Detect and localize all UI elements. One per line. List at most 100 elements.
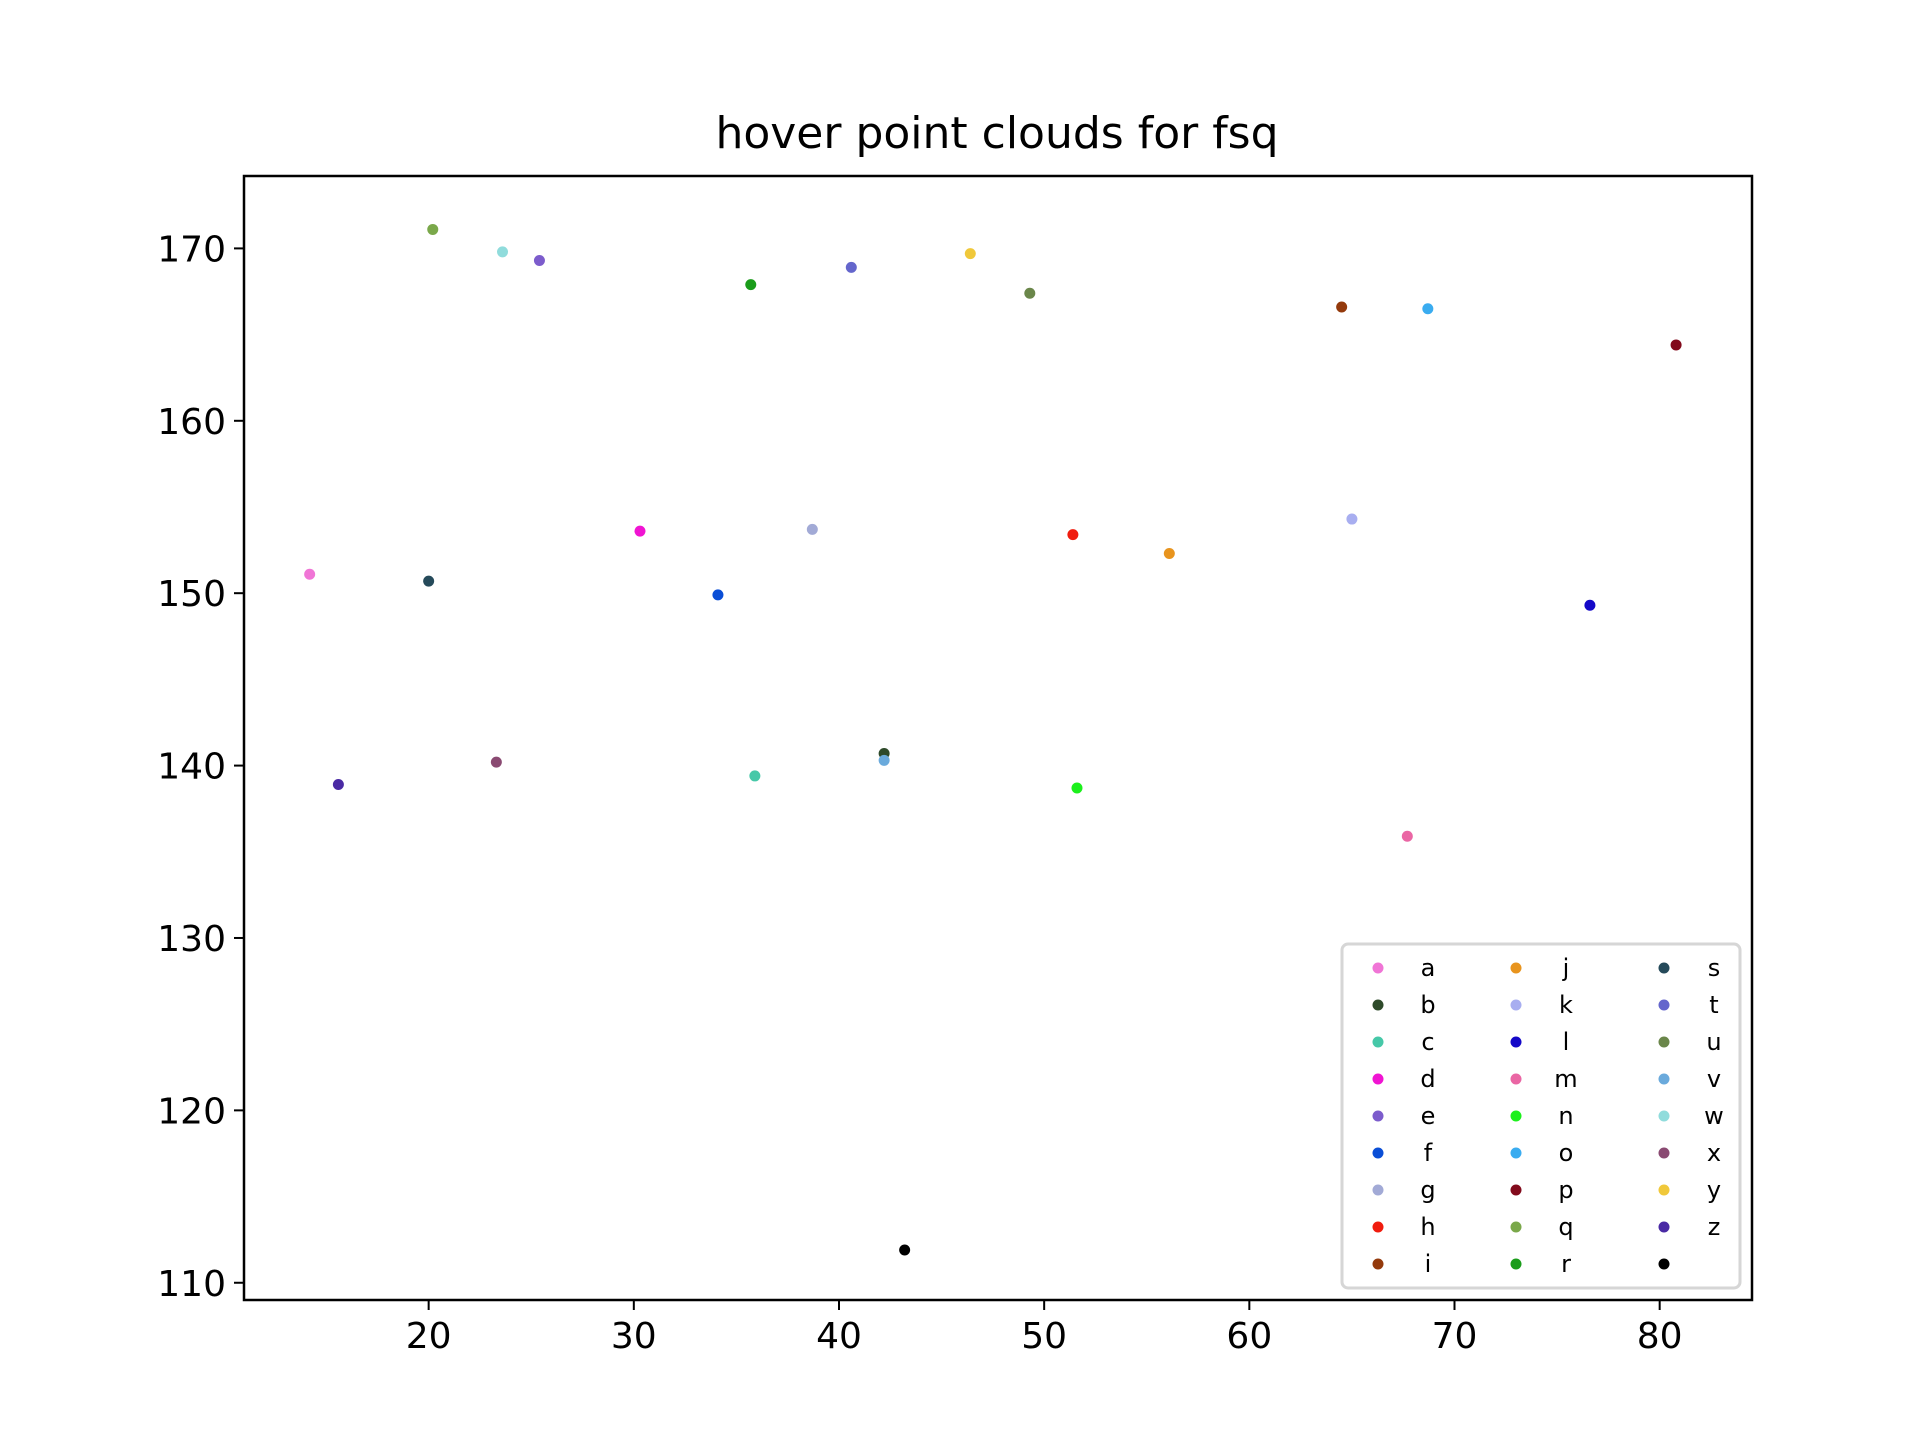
legend-label: m: [1554, 1065, 1577, 1093]
legend-label: f: [1424, 1139, 1433, 1167]
legend-label: d: [1420, 1065, 1435, 1093]
legend-marker: [1372, 1258, 1384, 1270]
x-axis: 20 30 40 50 60 70 80: [406, 1300, 1683, 1357]
legend-marker: [1510, 1073, 1522, 1085]
y-tick-label: 110: [157, 1264, 226, 1305]
y-tick-label: 160: [157, 402, 226, 443]
data-point-v: [878, 754, 890, 766]
y-tick-label: 170: [157, 229, 226, 270]
y-tick-label: 120: [157, 1091, 226, 1132]
legend-label: n: [1558, 1102, 1573, 1130]
data-point-y: [964, 248, 976, 260]
legend-marker: [1372, 1036, 1384, 1048]
data-point-h: [1067, 529, 1079, 541]
data-point-unlabeled: [899, 1244, 911, 1256]
data-point-k: [1346, 513, 1358, 525]
legend-label: a: [1421, 954, 1436, 982]
legend-label: t: [1709, 991, 1718, 1019]
plot-points: [304, 223, 1682, 1256]
chart-title: hover point clouds for fsq: [715, 108, 1278, 159]
data-point-r: [745, 279, 757, 291]
legend-label: r: [1561, 1250, 1571, 1278]
legend-marker: [1658, 962, 1670, 974]
legend-marker: [1658, 1221, 1670, 1233]
y-tick-label: 140: [157, 747, 226, 788]
data-point-u: [1024, 287, 1036, 299]
legend-label: v: [1707, 1065, 1721, 1093]
legend-marker: [1510, 1221, 1522, 1233]
legend-marker: [1372, 1184, 1384, 1196]
plot-frame: [242, 174, 1754, 1302]
data-point-d: [634, 525, 646, 537]
legend-marker: [1372, 1221, 1384, 1233]
x-tick-label: 60: [1226, 1316, 1272, 1357]
legend-marker: [1658, 1258, 1670, 1270]
legend-marker: [1510, 1184, 1522, 1196]
data-point-n: [1071, 782, 1083, 794]
legend-label: c: [1421, 1028, 1434, 1056]
data-point-x: [490, 756, 502, 768]
legend-label: o: [1559, 1139, 1574, 1167]
x-tick-label: 70: [1432, 1316, 1478, 1357]
legend-label: q: [1558, 1213, 1573, 1241]
data-point-l: [1584, 599, 1596, 611]
legend-label: i: [1425, 1250, 1432, 1278]
legend-label: g: [1420, 1176, 1435, 1204]
x-tick-label: 40: [816, 1316, 862, 1357]
data-point-q: [427, 223, 439, 235]
data-point-f: [712, 589, 724, 601]
legend-marker: [1372, 1073, 1384, 1085]
x-tick-label: 80: [1637, 1316, 1683, 1357]
legend-label: h: [1420, 1213, 1435, 1241]
data-point-g: [806, 523, 818, 535]
legend-marker: [1372, 999, 1384, 1011]
legend-label: s: [1708, 954, 1721, 982]
legend-label: l: [1563, 1028, 1570, 1056]
legend-label: p: [1558, 1176, 1573, 1204]
legend-label: x: [1707, 1139, 1721, 1167]
legend-label: y: [1707, 1176, 1721, 1204]
legend-label: e: [1421, 1102, 1436, 1130]
data-point-i: [1336, 301, 1348, 313]
data-point-c: [749, 770, 761, 782]
legend-marker: [1372, 1110, 1384, 1122]
data-point-a: [304, 568, 316, 580]
legend-marker: [1658, 1036, 1670, 1048]
y-tick-label: 150: [157, 574, 226, 615]
legend-label: u: [1706, 1028, 1721, 1056]
legend-label: k: [1559, 991, 1573, 1019]
data-point-j: [1163, 548, 1175, 560]
legend-marker: [1372, 962, 1384, 974]
legend-label: z: [1708, 1213, 1721, 1241]
legend-marker: [1658, 1147, 1670, 1159]
legend-marker: [1510, 999, 1522, 1011]
legend-marker: [1372, 1147, 1384, 1159]
legend-marker: [1658, 1184, 1670, 1196]
x-tick-label: 20: [406, 1316, 452, 1357]
legend-box: [1340, 942, 1742, 1290]
x-tick-label: 30: [611, 1316, 657, 1357]
legend-marker: [1510, 1147, 1522, 1159]
legend-label: b: [1420, 991, 1435, 1019]
legend-marker: [1658, 999, 1670, 1011]
legend-marker: [1510, 962, 1522, 974]
data-point-s: [423, 575, 435, 587]
data-point-o: [1422, 303, 1434, 315]
data-point-p: [1670, 339, 1682, 351]
data-point-w: [497, 246, 509, 258]
data-point-e: [533, 254, 545, 266]
y-axis: 110 120 130 140 150 160 170: [157, 229, 244, 1305]
legend-marker: [1658, 1073, 1670, 1085]
data-point-z: [332, 779, 344, 791]
legend-marker: [1658, 1110, 1670, 1122]
x-tick-label: 50: [1021, 1316, 1067, 1357]
legend-label: w: [1704, 1102, 1724, 1130]
data-point-m: [1401, 830, 1413, 842]
legend-marker: [1510, 1036, 1522, 1048]
legend-marker: [1510, 1110, 1522, 1122]
y-tick-label: 130: [157, 919, 226, 960]
data-point-t: [845, 261, 857, 273]
legend-marker: [1510, 1258, 1522, 1270]
